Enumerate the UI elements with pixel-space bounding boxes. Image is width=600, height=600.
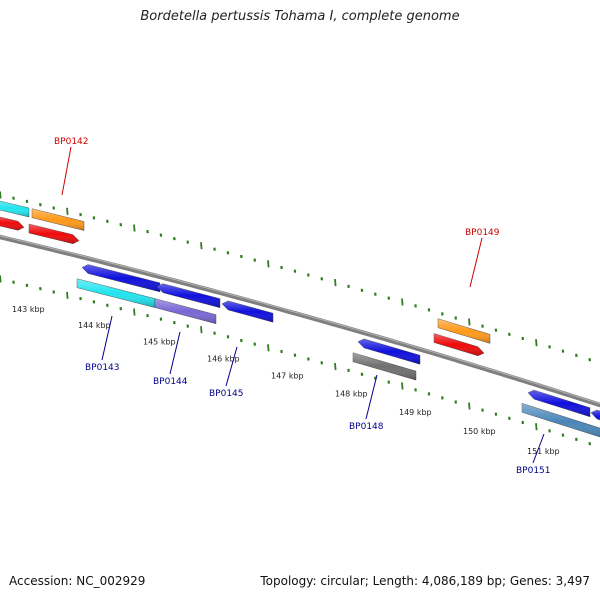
blue-feature-bp0145 [221,300,274,323]
outer-ruler-major-tick [468,318,471,326]
gray-feature-bp0148-shade [353,352,416,381]
genome-summary: Topology: circular; Length: 4,086,189 bp… [260,574,590,588]
gene-label-bp0144: BP0144 [153,377,188,387]
purple-feature-bp0144-shade [155,298,216,324]
blue-feature-bp0151-shade [528,390,590,417]
gene-label-bp0148: BP0148 [349,422,384,432]
kbp-label: 144 kbp [78,321,111,330]
kbp-label: 146 kbp [207,354,240,363]
red-feature-left [0,216,25,231]
inner-ruler-major-tick [0,275,2,283]
kbp-label: 151 kbp [527,447,560,456]
backbone-highlight [0,235,600,405]
feature-layer [0,200,600,438]
outer-ruler-major-tick [133,224,136,232]
red-feature-bp0142-shade [29,224,79,244]
kbp-label: 150 kbp [463,427,496,436]
steel-feature-bp0151-shade [522,403,600,438]
gene-label-bp0142: BP0142 [54,137,89,147]
blue-feature-bp0148-shade [358,338,420,365]
orange-feature-bp0142-shade [32,208,84,231]
red-feature-bp0149-shade [434,333,484,356]
inner-ruler-major-tick [267,344,270,352]
gene-label-bp0149: BP0149 [465,228,500,238]
inner-ruler-major-tick [535,423,538,431]
orange-feature-bp0149-shade [438,318,490,344]
gene-label-bp0151: BP0151 [516,466,551,476]
blue-feature-right-shade [591,410,600,420]
blue-feature-bp0151 [527,389,591,418]
blue-feature-bp0143-shade [82,264,160,292]
map-title: Bordetella pertussis Tohama I, complete … [140,9,460,24]
gene-label-leader [101,315,113,361]
orange-feature-bp0149 [437,318,491,344]
gray-feature-bp0148 [352,352,417,381]
gene-label-leader [225,346,238,387]
inner-ruler-major-tick [133,308,136,316]
gene-label-leader [61,146,72,196]
inner-ruler-major-tick [401,382,404,390]
blue-feature-bp0144 [156,283,221,308]
cyan-feature-left [0,200,30,218]
red-feature-bp0149 [433,333,485,357]
inner-ruler-major-tick [468,402,471,410]
purple-feature-bp0144 [154,298,217,324]
label-layer: 143 kbp 144 kbp 145 kbp 146 kbp 147 kbp 148 k… [12,137,560,476]
kbp-label: 148 kbp [335,390,368,399]
ruler-ticks [0,191,591,446]
red-feature-bp0142 [28,223,80,244]
kbp-label: 149 kbp [399,408,432,417]
outer-ruler-major-tick [401,298,404,306]
gene-label-leader [365,374,378,420]
gene-label-leader [169,331,181,375]
outer-ruler-major-tick [334,279,337,287]
gene-label-bp0143: BP0143 [85,363,120,373]
gene-label-leader [532,433,545,464]
cyan-feature-bp0143-shade [77,278,155,308]
backbone-line [0,234,600,408]
genome-backbone [0,234,600,408]
kbp-label: 143 kbp [12,305,45,314]
steel-feature-bp0151 [521,403,600,438]
kbp-label: 145 kbp [143,338,176,347]
blue-feature-bp0148 [357,338,421,365]
outer-ruler-major-tick [267,260,270,268]
kbp-label: 147 kbp [271,372,304,381]
blue-feature-bp0145-shade [222,300,273,323]
blue-feature-bp0144-shade [157,283,220,308]
gene-label-bp0145: BP0145 [209,389,244,399]
cyan-feature-left-shade [0,201,29,217]
inner-ruler-major-tick [66,291,69,299]
inner-ruler-major-tick [334,363,337,371]
gene-label-leader [469,237,483,288]
inner-ruler-major-tick [200,326,203,334]
blue-feature-right [590,409,600,421]
outer-ruler-major-tick [200,242,203,250]
accession-label: Accession: NC_002929 [9,574,146,588]
red-feature-left-shade [0,216,24,231]
outer-ruler-major-tick [0,191,2,199]
outer-ruler-major-tick [535,339,538,347]
outer-ruler-major-tick [66,207,69,215]
orange-feature-bp0142 [31,208,85,231]
